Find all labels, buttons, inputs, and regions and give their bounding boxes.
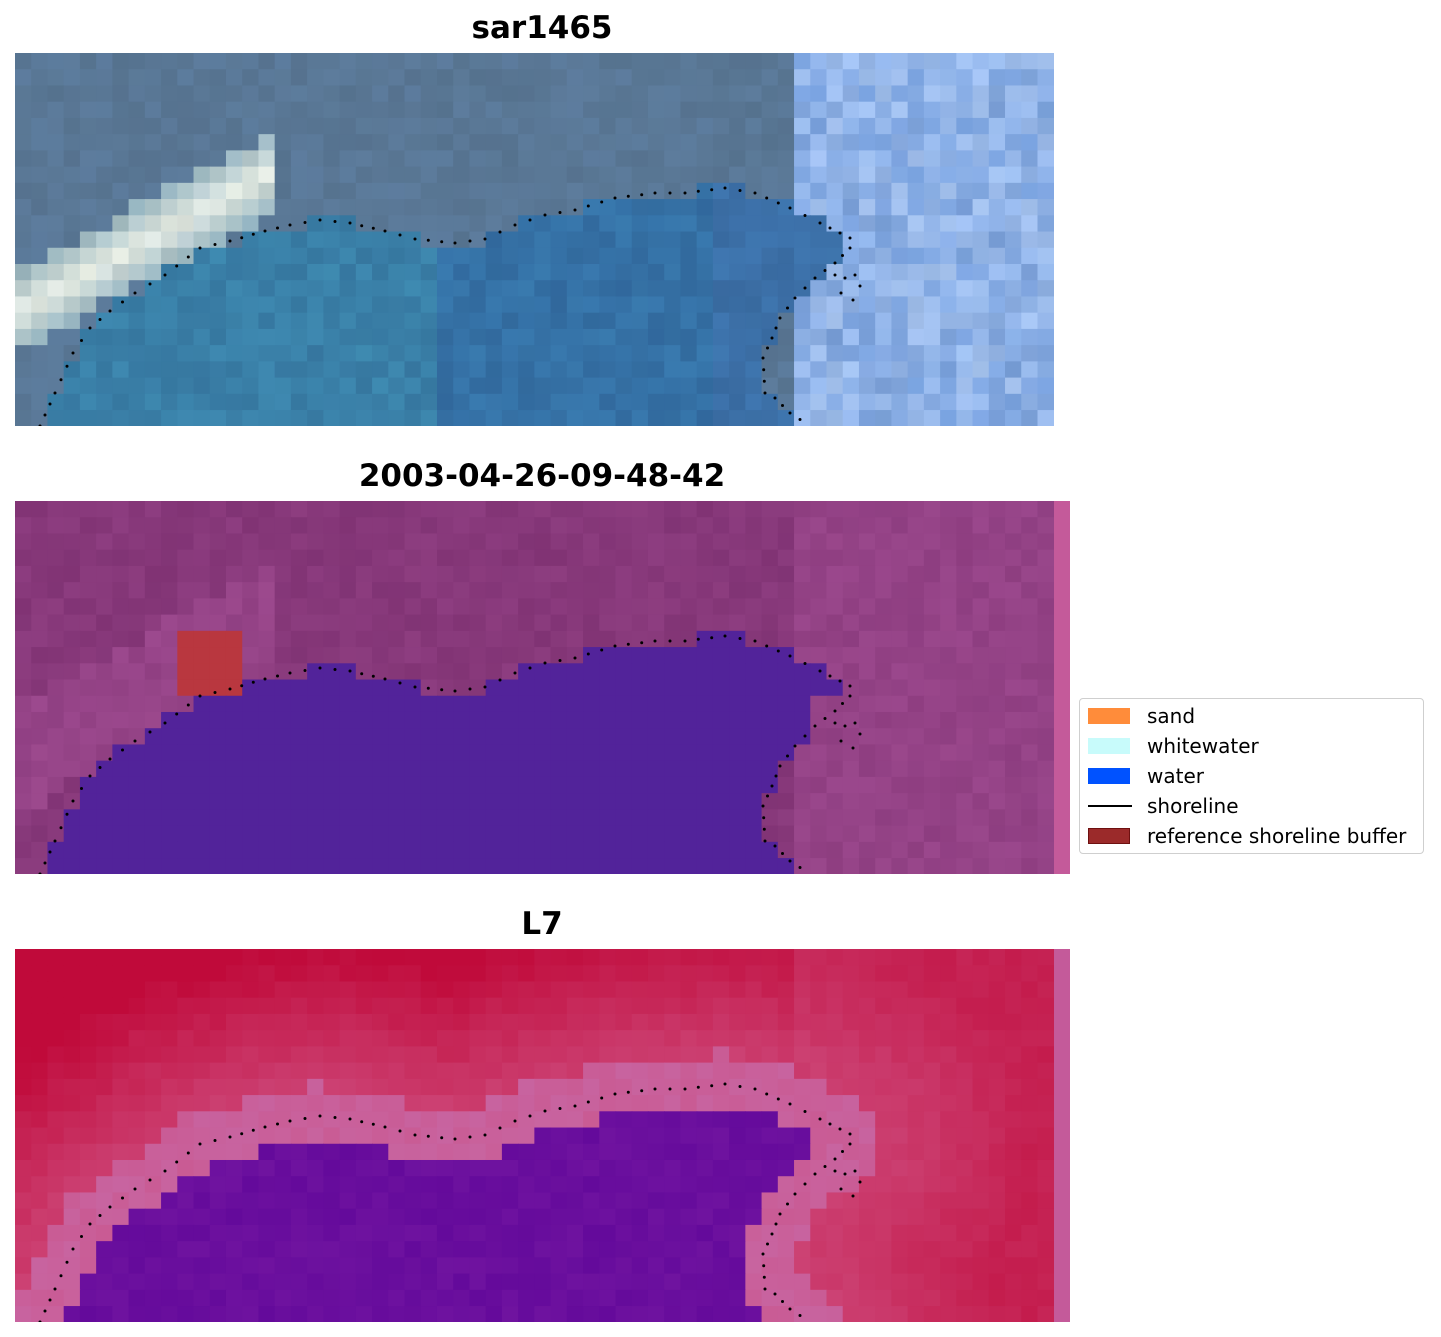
legend-label: whitewater <box>1147 734 1259 758</box>
edge-strip <box>1054 501 1070 874</box>
classified-image-panel <box>15 501 1070 874</box>
reference-buffer-swatch <box>1088 828 1130 844</box>
panel-title-date: 2003-04-26-09-48-42 <box>358 458 726 494</box>
shoreline-dots <box>38 186 862 426</box>
legend: sand whitewater water shoreline referenc… <box>1079 698 1424 854</box>
panel-title-sar: sar1465 <box>471 10 613 46</box>
classified-image <box>15 501 1070 874</box>
index-image-panel <box>15 949 1070 1322</box>
rgb-image <box>15 53 1054 426</box>
rgb-image-panel <box>15 53 1054 426</box>
raster-cells <box>15 53 1054 426</box>
legend-label: reference shoreline buffer <box>1147 824 1407 848</box>
sand-swatch <box>1088 708 1130 724</box>
shoreline-dots <box>38 634 862 874</box>
legend-label: sand <box>1147 704 1196 728</box>
index-image <box>15 949 1070 1322</box>
raster-cells <box>15 949 1055 1322</box>
legend-label: water <box>1147 764 1204 788</box>
edge-strip <box>1054 949 1070 1322</box>
shoreline-line-swatch <box>1088 805 1132 807</box>
panel-title-satellite: L7 <box>521 906 563 942</box>
whitewater-swatch <box>1088 738 1130 754</box>
water-swatch <box>1088 768 1130 784</box>
shoreline-dots <box>38 1082 862 1322</box>
raster-cells <box>15 501 1055 874</box>
legend-label: shoreline <box>1147 794 1239 818</box>
